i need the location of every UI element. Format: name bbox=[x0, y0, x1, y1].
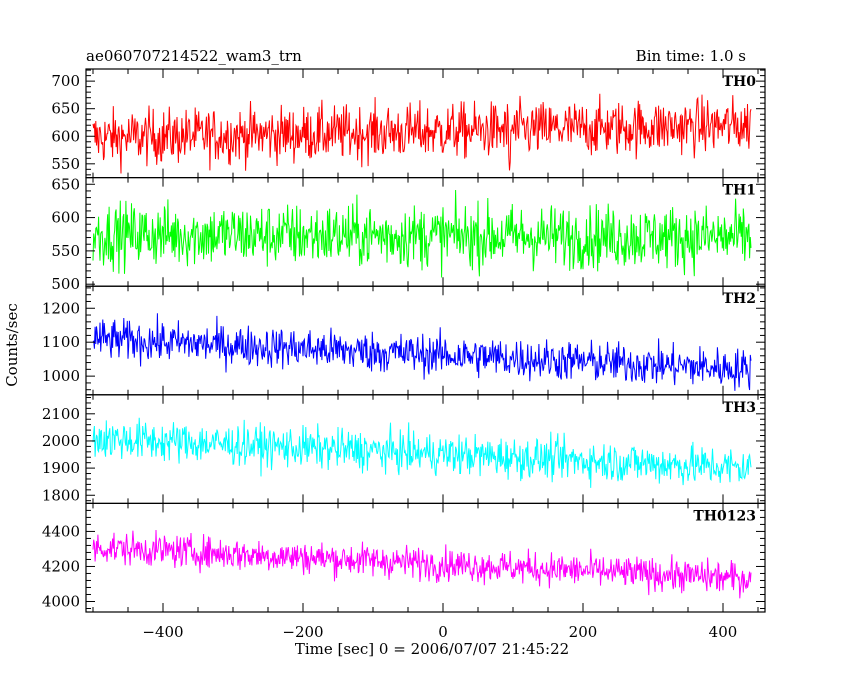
y-tick-label: 600 bbox=[51, 209, 80, 227]
y-tick-label: 4200 bbox=[42, 557, 80, 575]
y-tick-label: 4000 bbox=[42, 592, 80, 610]
series-line-th2 bbox=[92, 313, 752, 391]
y-tick-label: 700 bbox=[51, 72, 80, 90]
panel-label-th0: TH0 bbox=[723, 74, 757, 90]
x-tick-label: 400 bbox=[709, 623, 738, 641]
series-line-th1 bbox=[92, 189, 752, 278]
y-tick-label: 650 bbox=[51, 100, 80, 118]
y-tick-label: 1900 bbox=[42, 459, 80, 477]
y-tick-label: 2000 bbox=[42, 432, 80, 450]
series-line-th3 bbox=[92, 417, 752, 488]
y-tick-label: 4400 bbox=[42, 522, 80, 540]
panel-label-th2: TH2 bbox=[723, 291, 756, 307]
y-tick-label: 2100 bbox=[42, 405, 80, 423]
panel-label-th1: TH1 bbox=[723, 183, 756, 199]
panel-label-th3: TH3 bbox=[723, 400, 756, 416]
series-line-th0123 bbox=[92, 530, 752, 599]
x-tick-label: −200 bbox=[282, 623, 323, 641]
y-tick-label: 550 bbox=[51, 242, 80, 260]
series-line-th0 bbox=[92, 93, 752, 174]
y-tick-label: 600 bbox=[51, 127, 80, 145]
panels-group: 550 600 650 700 TH0 500 550 600 650 TH1 1000 1100 12… bbox=[42, 68, 766, 641]
y-tick-label: 1100 bbox=[42, 333, 80, 351]
panel-label-th0123: TH0123 bbox=[693, 508, 756, 524]
x-tick-label: 200 bbox=[569, 623, 598, 641]
panel-frame-th0123 bbox=[85, 502, 766, 613]
y-tick-label: 1000 bbox=[42, 367, 80, 385]
chart-title-right: Bin time: 1.0 s bbox=[636, 47, 746, 65]
y-axis-label: Counts/sec bbox=[3, 303, 21, 387]
x-tick-label: −400 bbox=[142, 623, 183, 641]
panel-frame-th2 bbox=[85, 285, 766, 396]
y-tick-label: 1800 bbox=[42, 486, 80, 504]
x-axis-label: Time [sec] 0 = 2006/07/07 21:45:22 bbox=[295, 640, 569, 658]
y-tick-label: 500 bbox=[51, 275, 80, 293]
x-tick-label: 0 bbox=[438, 623, 448, 641]
y-tick-label: 550 bbox=[51, 155, 80, 173]
y-tick-label: 650 bbox=[51, 175, 80, 193]
y-tick-label: 1200 bbox=[42, 299, 80, 317]
chart-title-left: ae060707214522_wam3_trn bbox=[86, 47, 302, 65]
